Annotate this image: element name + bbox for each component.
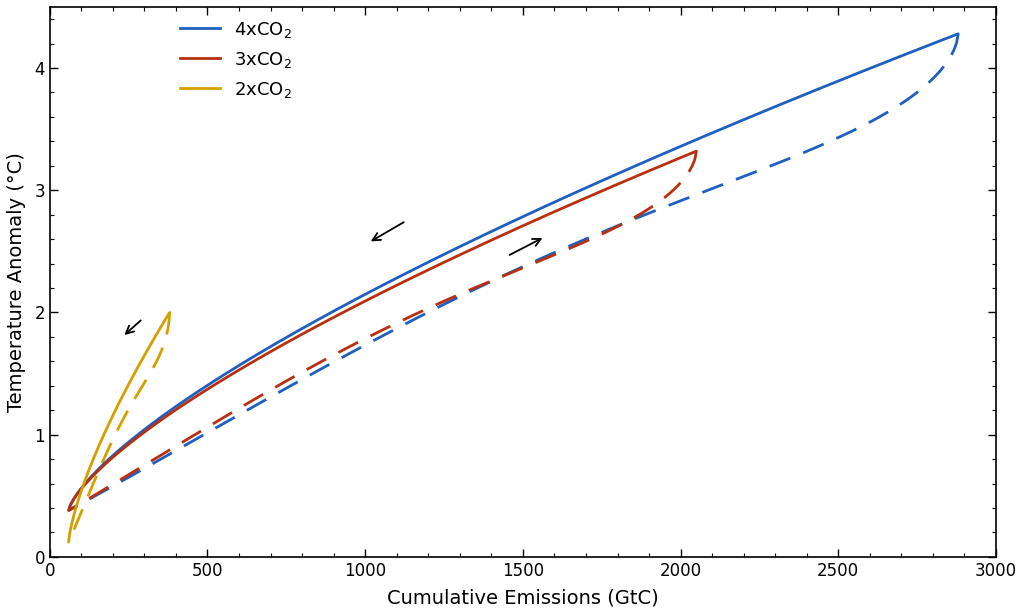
- X-axis label: Cumulative Emissions (GtC): Cumulative Emissions (GtC): [387, 588, 658, 607]
- Legend: 4xCO$_2$, 3xCO$_2$, 2xCO$_2$: 4xCO$_2$, 3xCO$_2$, 2xCO$_2$: [173, 12, 299, 107]
- Y-axis label: Temperature Anomaly (°C): Temperature Anomaly (°C): [7, 152, 26, 412]
